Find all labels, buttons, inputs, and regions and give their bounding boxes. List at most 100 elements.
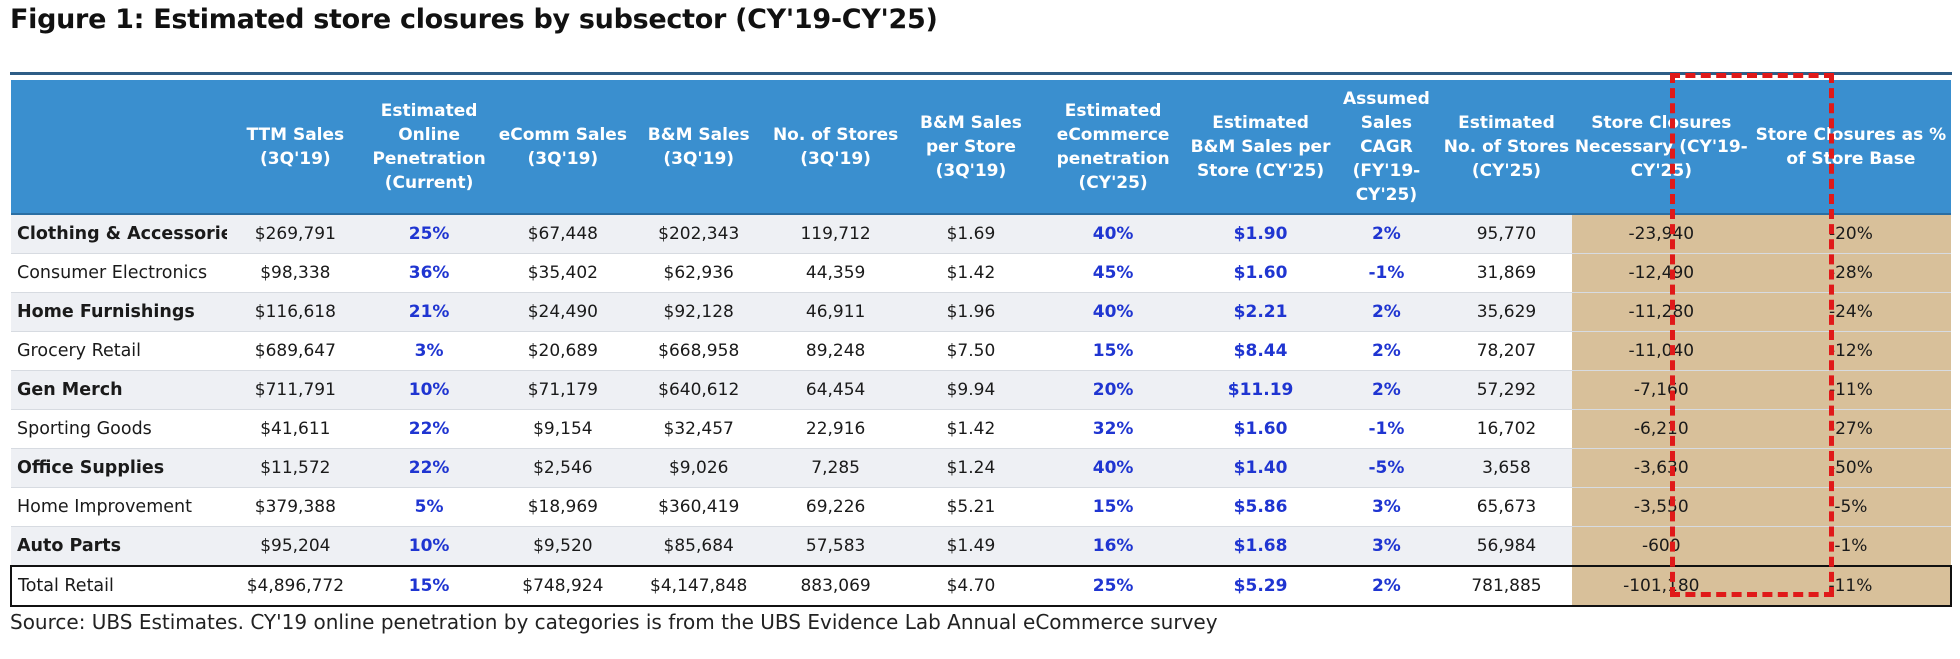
- cell-subsector: Total Retail: [10, 565, 227, 607]
- colhead-bm-sales-per-store: B&M Sales per Store (3Q'19): [905, 80, 1037, 215]
- table-row: Consumer Electronics $98,338 36% $35,402 $62…: [11, 253, 1951, 293]
- cell-ecomm-sales: $18,969: [494, 487, 632, 527]
- cell-bm-sales-per-store: $1.69: [905, 214, 1037, 254]
- cell-stores-cy25: 78,207: [1441, 331, 1572, 371]
- cell-ecomm-sales: $24,490: [494, 292, 632, 332]
- cell-ttm-sales: $711,791: [226, 370, 364, 410]
- store-closures-table: TTM Sales (3Q'19) Estimated Online Penet…: [10, 80, 1953, 607]
- cell-ttm-sales: $95,204: [226, 526, 364, 567]
- cell-bm-sales: $92,128: [631, 292, 767, 332]
- title-rule: [10, 72, 1952, 75]
- cell-ecomm-sales: $748,924: [494, 565, 632, 607]
- cell-ttm-sales: $98,338: [226, 253, 364, 293]
- cell-no-of-stores: 44,359: [766, 253, 906, 293]
- table-row: Auto Parts $95,204 10% $9,520 $85,684 57,583 $…: [11, 526, 1951, 567]
- cell-stores-cy25: 781,885: [1441, 565, 1572, 607]
- cell-subsector: Home Improvement: [11, 487, 227, 527]
- cell-stores-cy25: 56,984: [1441, 526, 1572, 567]
- total-row: Total Retail $4,896,772 15% $748,924 $4,147,…: [10, 565, 1953, 607]
- table-row: Gen Merch $711,791 10% $71,179 $640,612 64,45…: [11, 370, 1951, 410]
- cell-stores-cy25: 31,869: [1441, 253, 1572, 293]
- cell-bm-sales-per-store: $4.70: [905, 565, 1037, 607]
- cell-closures-pct: -1%: [1750, 526, 1951, 567]
- cell-bm-sales: $62,936: [631, 253, 767, 293]
- cell-ecomm-sales: $71,179: [494, 370, 632, 410]
- cell-bm-sales-per-store-cy25: $11.19: [1189, 370, 1332, 410]
- cell-stores-cy25: 57,292: [1441, 370, 1572, 410]
- cell-closures-pct: -12%: [1750, 331, 1951, 371]
- colhead-ttm-sales: TTM Sales (3Q'19): [226, 80, 364, 215]
- cell-bm-sales-per-store-cy25: $5.29: [1189, 565, 1332, 607]
- cell-online-penetration: 36%: [363, 253, 495, 293]
- colhead-ecomm-sales: eComm Sales (3Q'19): [494, 80, 632, 215]
- cell-ttm-sales: $379,388: [226, 487, 364, 527]
- cell-subsector: Sporting Goods: [11, 409, 227, 449]
- cell-sales-cagr: 3%: [1331, 487, 1442, 527]
- cell-online-penetration: 10%: [363, 526, 495, 567]
- cell-ecommerce-penetration-cy25: 25%: [1036, 565, 1190, 607]
- table-row: Sporting Goods $41,611 22% $9,154 $32,457 22,…: [11, 409, 1951, 449]
- table-row: Clothing & Accessories $269,791 25% $67,448…: [11, 214, 1951, 254]
- cell-store-closures: -3,630: [1571, 448, 1751, 488]
- cell-online-penetration: 25%: [363, 214, 495, 254]
- cell-sales-cagr: 3%: [1331, 526, 1442, 567]
- cell-ecommerce-penetration-cy25: 16%: [1036, 526, 1190, 567]
- cell-ttm-sales: $4,896,772: [226, 565, 364, 607]
- table-row: Office Supplies $11,572 22% $2,546 $9,026 7,2…: [11, 448, 1951, 488]
- cell-bm-sales-per-store: $1.96: [905, 292, 1037, 332]
- cell-bm-sales: $32,457: [631, 409, 767, 449]
- cell-subsector: Auto Parts: [11, 526, 227, 567]
- cell-bm-sales-per-store-cy25: $2.21: [1189, 292, 1332, 332]
- cell-subsector: Home Furnishings: [11, 292, 227, 332]
- cell-subsector: Grocery Retail: [11, 331, 227, 371]
- table-row: Grocery Retail $689,647 3% $20,689 $668,958 8…: [11, 331, 1951, 371]
- cell-bm-sales-per-store-cy25: $1.68: [1189, 526, 1332, 567]
- cell-stores-cy25: 35,629: [1441, 292, 1572, 332]
- colhead-stores-cy25: Estimated No. of Stores (CY'25): [1441, 80, 1572, 215]
- cell-no-of-stores: 64,454: [766, 370, 906, 410]
- cell-sales-cagr: 2%: [1331, 331, 1442, 371]
- cell-closures-pct: -20%: [1750, 214, 1951, 254]
- cell-stores-cy25: 3,658: [1441, 448, 1572, 488]
- cell-ecommerce-penetration-cy25: 32%: [1036, 409, 1190, 449]
- cell-bm-sales-per-store-cy25: $1.90: [1189, 214, 1332, 254]
- cell-stores-cy25: 16,702: [1441, 409, 1572, 449]
- colhead-closures-pct: Store Closures as % of Store Base: [1750, 80, 1951, 215]
- cell-bm-sales-per-store: $1.42: [905, 253, 1037, 293]
- cell-ecommerce-penetration-cy25: 20%: [1036, 370, 1190, 410]
- cell-closures-pct: -28%: [1750, 253, 1951, 293]
- cell-closures-pct: -11%: [1750, 565, 1953, 607]
- cell-ecomm-sales: $20,689: [494, 331, 632, 371]
- cell-sales-cagr: -1%: [1331, 253, 1442, 293]
- cell-no-of-stores: 7,285: [766, 448, 906, 488]
- cell-ecommerce-penetration-cy25: 40%: [1036, 448, 1190, 488]
- cell-bm-sales-per-store: $9.94: [905, 370, 1037, 410]
- cell-bm-sales: $202,343: [631, 214, 767, 254]
- table-header-row: TTM Sales (3Q'19) Estimated Online Penet…: [11, 80, 1951, 215]
- cell-sales-cagr: -1%: [1331, 409, 1442, 449]
- colhead-sales-cagr: Assumed Sales CAGR (FY'19-CY'25): [1331, 80, 1442, 215]
- cell-online-penetration: 22%: [363, 409, 495, 449]
- cell-bm-sales: $668,958: [631, 331, 767, 371]
- cell-closures-pct: -5%: [1750, 487, 1951, 527]
- figure-title: Figure 1: Estimated store closures by su…: [10, 4, 938, 35]
- cell-bm-sales: $4,147,848: [631, 565, 767, 607]
- cell-stores-cy25: 65,673: [1441, 487, 1572, 527]
- table-row: Home Furnishings $116,618 21% $24,490 $92,12…: [11, 292, 1951, 332]
- colhead-ecommerce-penetration-cy25: Estimated eCommerce penetration (CY'25): [1036, 80, 1190, 215]
- cell-store-closures: -7,160: [1571, 370, 1751, 410]
- cell-ttm-sales: $41,611: [226, 409, 364, 449]
- cell-bm-sales: $85,684: [631, 526, 767, 567]
- cell-no-of-stores: 57,583: [766, 526, 906, 567]
- cell-ecommerce-penetration-cy25: 40%: [1036, 214, 1190, 254]
- colhead-subsector: [11, 80, 227, 215]
- cell-bm-sales: $9,026: [631, 448, 767, 488]
- cell-ecommerce-penetration-cy25: 45%: [1036, 253, 1190, 293]
- cell-online-penetration: 21%: [363, 292, 495, 332]
- cell-bm-sales: $360,419: [631, 487, 767, 527]
- cell-subsector: Office Supplies: [11, 448, 227, 488]
- cell-store-closures: -23,940: [1571, 214, 1751, 254]
- cell-ecomm-sales: $35,402: [494, 253, 632, 293]
- cell-ecomm-sales: $9,154: [494, 409, 632, 449]
- cell-no-of-stores: 119,712: [766, 214, 906, 254]
